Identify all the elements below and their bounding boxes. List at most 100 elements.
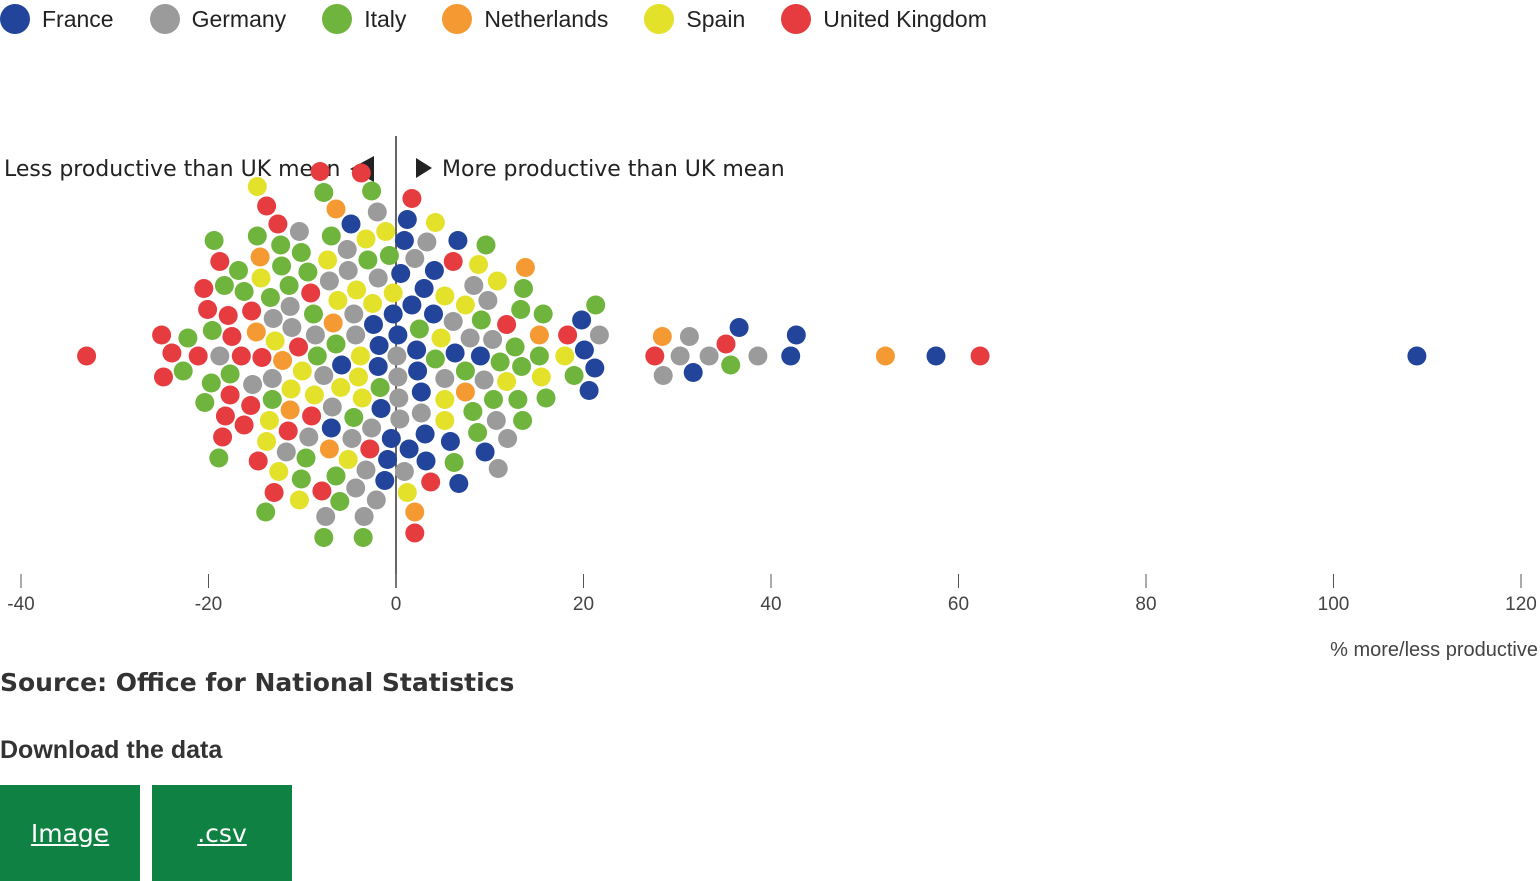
data-point-germany [389,388,409,408]
data-point-italy [220,364,240,384]
data-point-netherlands [326,199,346,219]
data-point-france [375,471,395,490]
data-point-united-kingdom [302,406,322,426]
data-point-italy [307,346,327,366]
chart-legend: France Germany Italy Netherlands Spain U… [0,0,1023,38]
data-point-france [414,279,434,298]
data-point-spain [318,250,338,270]
data-point-germany [387,346,407,366]
x-tick-label: 120 [1505,594,1537,615]
data-point-germany [322,397,342,417]
data-point-germany [354,507,374,526]
data-point-germany [488,459,508,478]
data-point-france [585,358,605,378]
data-point-germany [443,312,463,331]
data-point-france [475,442,495,462]
data-point-france [321,418,341,438]
data-point-italy [204,231,224,250]
data-point-france [449,474,469,493]
data-point-italy [326,466,346,486]
data-point-italy [379,246,399,265]
data-point-france [381,429,401,448]
legend-label-france: France [42,5,114,32]
data-points [77,162,1427,547]
data-point-spain [531,367,551,387]
data-point-france [440,432,460,451]
data-point-united-kingdom [215,406,235,426]
data-point-italy [586,295,606,315]
data-point-france [416,451,436,471]
data-point-germany [367,202,387,222]
data-point-italy [260,288,280,307]
data-point-germany [474,370,494,390]
data-point-united-kingdom [222,327,242,346]
data-point-france [424,304,443,324]
legend-swatch-germany [149,4,180,34]
data-point-italy [234,282,254,301]
download-heading: Download the data [0,736,223,764]
data-point-france [364,315,383,334]
data-point-germany [210,346,230,366]
data-point-germany [460,328,480,348]
download-image-button[interactable]: Image [0,785,140,881]
data-point-germany [478,291,498,310]
data-point-france [378,450,398,469]
x-tick-label: 100 [1318,594,1350,615]
legend-swatch-italy [322,4,353,34]
data-point-italy [195,393,215,412]
legend-item-germany: Germany [149,4,286,34]
data-point-italy [533,304,553,324]
data-point-united-kingdom [231,346,251,366]
data-point-italy [178,328,198,348]
data-point-united-kingdom [278,421,298,441]
data-point-italy [455,361,475,381]
legend-item-italy: Italy [322,4,406,34]
data-point-spain [555,346,575,366]
data-point-netherlands [273,351,293,370]
data-point-france [448,231,468,250]
data-point-spain [289,490,309,510]
data-point-italy [202,321,222,340]
data-point-united-kingdom [497,315,517,334]
data-point-italy [358,250,378,270]
data-point-united-kingdom [213,427,233,447]
data-point-germany [411,403,431,423]
data-point-spain [497,372,517,391]
data-point-italy [529,346,549,366]
data-point-germany [337,240,357,259]
x-tick-label: 60 [948,594,969,615]
data-point-italy [247,226,267,246]
download-csv-button[interactable]: .csv [152,785,292,881]
data-point-germany [346,478,366,498]
data-point-spain [455,295,475,315]
data-point-united-kingdom [242,301,262,321]
data-point-spain [356,229,376,249]
data-point-germany [289,222,309,241]
data-point-spain [431,328,451,348]
data-point-spain [352,388,372,408]
data-point-france [399,439,419,459]
data-point-france [424,261,444,280]
data-point-germany [464,276,484,295]
data-point-france [445,343,465,363]
legend-swatch-netherlands [442,4,473,34]
data-point-spain [469,255,488,274]
data-point-italy [344,408,364,427]
data-point-italy [513,411,533,430]
data-point-germany [280,297,300,316]
data-point-italy [409,319,429,339]
data-point-france [729,318,749,337]
data-point-united-kingdom [405,523,425,543]
annotation-more-productive: More productive than UK mean [442,157,785,182]
data-point-united-kingdom [198,300,218,319]
data-point-united-kingdom [289,337,308,357]
data-point-italy [330,492,350,511]
data-point-united-kingdom [162,343,182,363]
data-point-italy [173,361,193,381]
data-point-italy [370,378,390,397]
data-point-germany [346,325,366,345]
data-point-france [388,325,408,345]
data-point-spain [304,385,324,405]
data-point-united-kingdom [220,385,240,405]
data-point-france [341,214,361,234]
